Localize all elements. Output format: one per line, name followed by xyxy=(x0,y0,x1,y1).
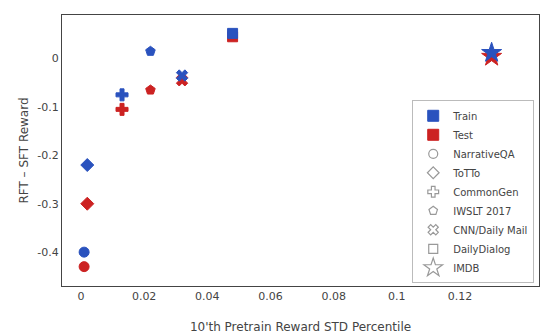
svg-text:0.12: 0.12 xyxy=(448,290,473,303)
svg-text:-0.1: -0.1 xyxy=(37,101,58,114)
svg-text:NarrativeQA: NarrativeQA xyxy=(453,149,514,160)
svg-text:Train: Train xyxy=(452,111,477,122)
svg-text:0.06: 0.06 xyxy=(258,290,283,303)
svg-text:IWSLT 2017: IWSLT 2017 xyxy=(453,206,511,217)
svg-text:0: 0 xyxy=(52,52,59,65)
svg-text:ToTTo: ToTTo xyxy=(452,168,480,179)
svg-text:CommonGen: CommonGen xyxy=(453,187,518,198)
svg-text:Test: Test xyxy=(452,130,473,141)
svg-text:0.02: 0.02 xyxy=(132,290,157,303)
svg-text:10'th Pretrain Reward STD Perc: 10'th Pretrain Reward STD Percentile xyxy=(190,320,411,334)
svg-text:RFT – SFT Reward: RFT – SFT Reward xyxy=(17,97,31,203)
svg-text:0.08: 0.08 xyxy=(321,290,346,303)
svg-text:0: 0 xyxy=(77,290,84,303)
svg-text:-0.2: -0.2 xyxy=(37,149,58,162)
svg-text:CNN/Daily Mail: CNN/Daily Mail xyxy=(453,225,527,236)
svg-text:-0.3: -0.3 xyxy=(37,198,58,211)
svg-text:0.1: 0.1 xyxy=(388,290,406,303)
svg-text:0.04: 0.04 xyxy=(195,290,220,303)
svg-text:DailyDialog: DailyDialog xyxy=(453,244,510,255)
svg-text:IMDB: IMDB xyxy=(453,263,479,274)
svg-text:-0.4: -0.4 xyxy=(37,246,58,259)
